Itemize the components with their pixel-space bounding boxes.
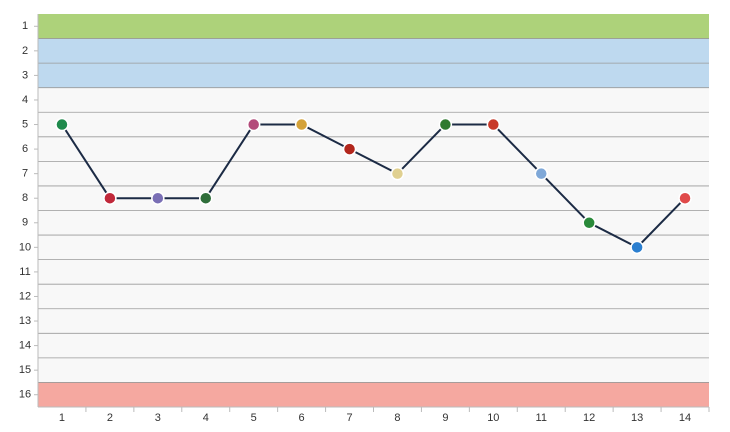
team-marker (55, 117, 69, 132)
y-tick-label: 15 (19, 364, 31, 376)
y-tick-label: 5 (22, 118, 28, 130)
y-tick-label: 7 (22, 168, 28, 180)
team-marker (342, 142, 357, 156)
y-tick-label: 9 (22, 217, 28, 229)
y-tick-label: 16 (19, 389, 31, 401)
x-tick-label: 14 (679, 412, 691, 424)
team-marker (630, 240, 644, 255)
x-tick-label: 2 (107, 412, 113, 424)
y-tick-label: 1 (22, 20, 28, 32)
team-marker (438, 117, 453, 132)
y-tick-label: 13 (19, 315, 31, 327)
x-tick-label: 11 (536, 412, 547, 424)
team-marker (246, 117, 261, 132)
team-marker (486, 117, 501, 132)
x-tick-label: 8 (394, 412, 400, 424)
team-marker (294, 117, 309, 132)
zone-band (38, 14, 709, 39)
team-marker (582, 216, 596, 230)
team-marker (390, 166, 405, 181)
x-tick-label: 4 (203, 412, 209, 424)
team-marker (151, 191, 165, 205)
y-tick-label: 6 (22, 143, 28, 155)
team-marker (199, 191, 213, 205)
team-marker (103, 191, 117, 205)
x-tick-label: 7 (346, 412, 352, 424)
x-tick-label: 13 (631, 412, 643, 424)
line (61, 123, 686, 249)
y-tick-label: 8 (22, 192, 28, 204)
x-tick-label: 6 (299, 412, 305, 424)
team-marker (678, 191, 692, 205)
y-tick-label: 11 (19, 266, 30, 278)
x-tick-label: 12 (583, 412, 595, 424)
y-tick-label: 10 (19, 241, 31, 253)
y-tick-label: 12 (19, 290, 31, 302)
zone-band (38, 382, 709, 407)
x-tick-label: 3 (155, 412, 161, 424)
y-tick-label: 2 (22, 45, 28, 57)
x-tick-label: 5 (251, 412, 257, 424)
x-tick-label: 1 (59, 412, 65, 424)
x-tick-label: 10 (487, 412, 499, 424)
y-tick-label: 4 (22, 94, 28, 106)
team-marker (534, 166, 548, 181)
x-tick-label: 9 (442, 412, 448, 424)
y-tick-label: 14 (19, 340, 31, 352)
y-tick-label: 3 (22, 69, 28, 81)
